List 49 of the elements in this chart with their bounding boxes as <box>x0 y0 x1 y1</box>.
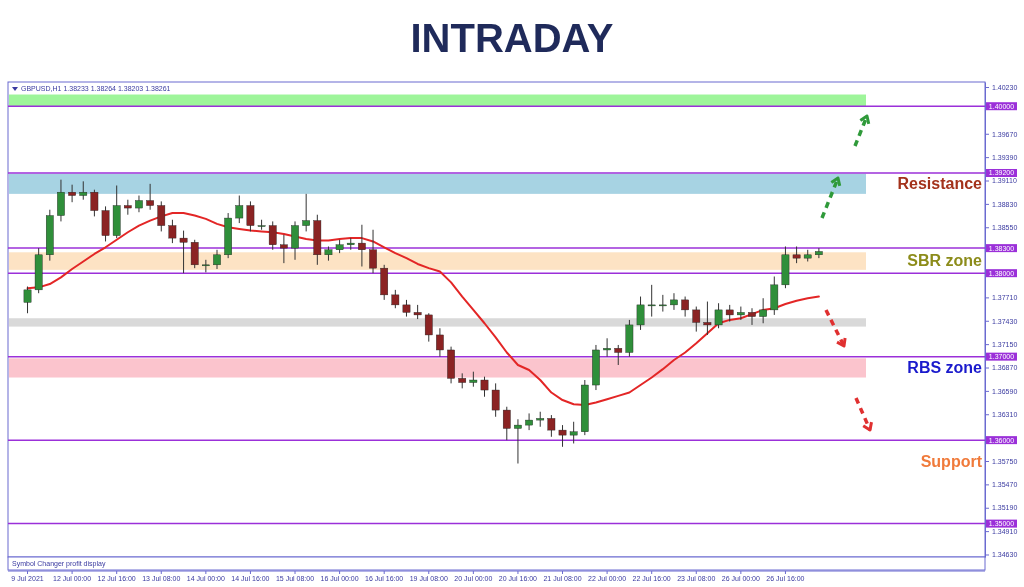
candlestick <box>748 307 756 326</box>
candlestick <box>302 193 310 232</box>
candlestick <box>670 292 678 311</box>
candlestick <box>280 234 288 264</box>
candlestick <box>603 337 611 358</box>
candlestick <box>569 421 578 444</box>
candlestick <box>759 297 767 324</box>
candlestick <box>291 220 299 261</box>
candlestick <box>558 424 567 448</box>
candlestick <box>436 327 444 358</box>
band-label: SBR zone <box>907 252 983 270</box>
candlestick <box>525 412 533 431</box>
candlestick <box>424 312 433 343</box>
band-label: Resistance <box>897 174 983 192</box>
candlestick <box>547 414 556 438</box>
candlestick <box>369 229 377 274</box>
candlestick <box>514 418 522 464</box>
band-label: RBS zone <box>907 358 983 376</box>
candlestick <box>168 219 177 244</box>
candlestick <box>213 249 221 270</box>
candlestick <box>647 284 656 318</box>
candlestick <box>714 302 723 329</box>
text: Support <box>920 453 983 470</box>
candlestick <box>268 220 277 251</box>
candlestick <box>90 189 99 217</box>
candlestick <box>491 382 500 418</box>
candlestick <box>23 286 32 314</box>
candlestick <box>636 296 645 331</box>
candlestick <box>502 406 511 441</box>
candlestick <box>703 301 712 336</box>
candlestick <box>157 200 166 232</box>
candlestick <box>246 200 255 232</box>
candlestick <box>179 230 188 274</box>
candlestick <box>68 184 76 203</box>
candlestick <box>614 344 623 366</box>
candlestick <box>737 306 745 321</box>
candlestick <box>235 195 244 224</box>
candlestick <box>190 239 199 269</box>
candlestick <box>815 247 823 259</box>
candlestick <box>692 306 701 333</box>
candlestick <box>358 224 366 267</box>
candlestick <box>57 179 65 222</box>
candlestick <box>681 296 689 318</box>
candlestick <box>480 376 489 398</box>
chart-title: INTRADAY <box>410 16 614 60</box>
candlestick <box>202 259 210 273</box>
candlestick <box>391 289 400 309</box>
candlestick <box>146 183 154 211</box>
candlestick <box>79 180 88 201</box>
